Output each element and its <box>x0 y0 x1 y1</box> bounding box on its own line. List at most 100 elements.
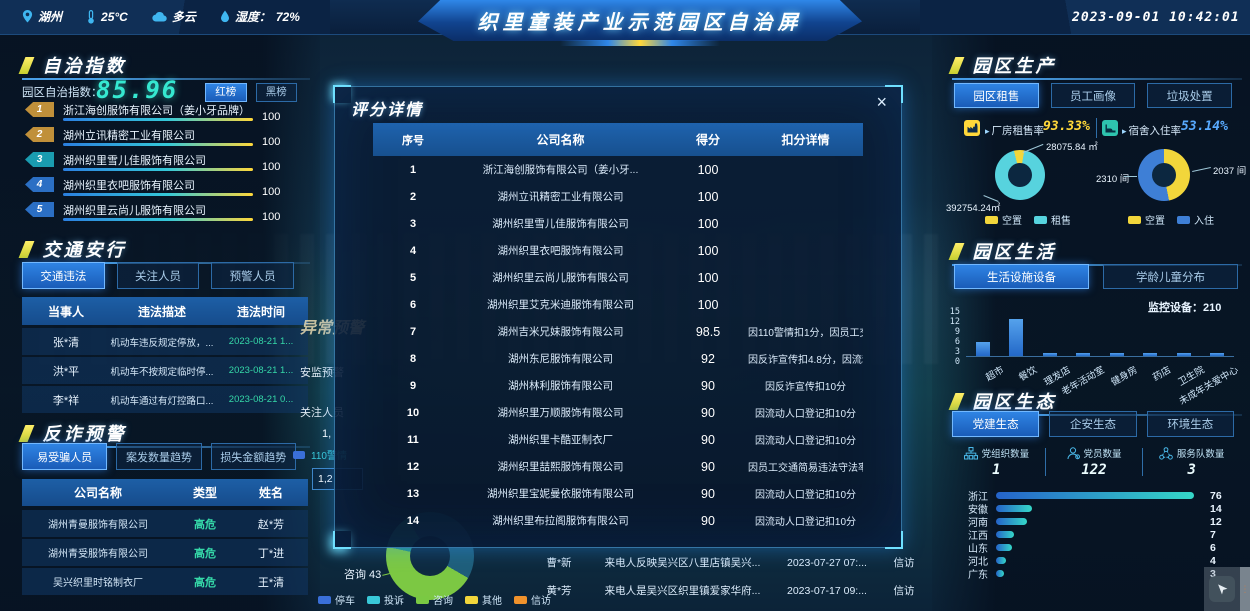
factory-icon <box>964 120 980 136</box>
fraud-row[interactable]: 湖州青曼服饰有限公司 高危 赵*芳 <box>22 510 308 537</box>
row-index: 2 <box>409 190 417 203</box>
traffic-tab[interactable]: 关注人员 <box>116 262 200 289</box>
section-production: 园区生产 <box>948 52 1242 80</box>
traffic-tab[interactable]: 交通违法 <box>22 262 105 289</box>
ecology-tab[interactable]: 企安生态 <box>1049 411 1137 437</box>
legend-item: 咨询 <box>416 592 453 607</box>
legend-label: 其他 <box>482 596 502 607</box>
close-icon[interactable]: × <box>876 92 887 112</box>
fraud-tab[interactable]: 案发数量趋势 <box>116 443 202 470</box>
person-name: 洪*平 <box>52 365 80 378</box>
ecology-tab[interactable]: 环境生态 <box>1146 411 1234 437</box>
ranking-list-item[interactable]: 5 湖州织里云尚儿服饰有限公司 100 <box>22 202 312 226</box>
traffic-tabs: 交通违法 关注人员 预警人员 <box>22 262 295 289</box>
location-pin-icon <box>22 10 33 23</box>
score-row: 8 湖州东尼服饰有限公司 92 因反诈宣传扣4.8分，因流动人口... <box>373 345 863 372</box>
production-tab[interactable]: 园区租售 <box>954 83 1039 108</box>
row-score: 90 <box>701 486 715 501</box>
living-chart-yaxis: 15 12 9 6 3 0 <box>946 307 960 367</box>
row-score: 92 <box>701 351 715 366</box>
legend-label: 入住 <box>1194 216 1214 227</box>
fraud-row[interactable]: 吴兴织里时铭制衣厂 高危 王*清 <box>22 568 308 595</box>
legend-item: 空置 <box>985 212 1022 227</box>
factory-rate-value: 93.33% <box>1043 119 1090 134</box>
x-label-cell: 超市 <box>967 362 1006 384</box>
callout-line <box>1124 176 1137 177</box>
fraud-tab[interactable]: 损失金额趋势 <box>210 443 296 470</box>
factory-rate-label: ▸ 厂房租售率 <box>985 125 1045 137</box>
call-time: 2023-07-27 07:... <box>787 556 867 569</box>
petition-row[interactable]: 曹*新 来电人反映吴兴区八里店镇吴兴... 2023-07-27 07:... … <box>528 550 933 575</box>
province-label: 山东 <box>968 544 988 555</box>
humidity-item: 湿度： 72% <box>220 8 300 25</box>
traffic-row[interactable]: 洪*平 机动车不按规定临时停... 2023-08-21 1... <box>22 357 308 384</box>
section-title-fraud: 反诈预警 <box>42 424 127 444</box>
row-deduction: 因流动人口登记扣10分 <box>754 436 857 447</box>
dorm-rate-label: ▸ 宿舍入住率 <box>1122 125 1182 137</box>
section-ecology: 园区生态 <box>948 388 1242 416</box>
section-fraud: 反诈预警 <box>18 420 310 448</box>
province-bar-row: 浙江 76 <box>952 489 1244 504</box>
legend-swatch <box>514 595 527 604</box>
traffic-table-header: 当事人 违法描述 违法时间 <box>22 297 308 325</box>
list-toggle-button[interactable]: 红榜 <box>205 83 247 102</box>
section-living: 园区生活 <box>948 238 1242 266</box>
traffic-tab[interactable]: 预警人员 <box>211 262 295 289</box>
province-bar-row: 河北 4 <box>952 554 1244 569</box>
score-bar <box>63 168 253 171</box>
risk-type: 高危 <box>194 518 216 531</box>
traffic-row[interactable]: 李*祥 机动车通过有灯控路口... 2023-08-21 0... <box>22 386 308 413</box>
legend-label: 空置 <box>1002 216 1022 227</box>
violation-desc: 机动车违反规定停放，... <box>110 337 214 349</box>
score-row: 14 湖州织里布拉阁服饰有限公司 90 因流动人口登记扣10分 <box>373 507 863 534</box>
row-score: 100 <box>697 297 719 312</box>
y-tick: 12 <box>949 317 960 327</box>
dorm-donut-chart <box>1138 149 1190 201</box>
ecology-tab[interactable]: 党建生态 <box>952 411 1040 437</box>
traffic-row[interactable]: 张*清 机动车违反规定停放，... 2023-08-21 1... <box>22 328 308 355</box>
province-label: 江西 <box>968 531 988 542</box>
fraud-row[interactable]: 湖州青受服饰有限公司 高危 丁*进 <box>22 539 308 566</box>
ranking-list-item[interactable]: 1 浙江海创服饰有限公司（姜小牙品牌） 100 <box>22 102 312 126</box>
col-violation-time: 违法时间 <box>236 304 285 319</box>
living-tab[interactable]: 生活设施设备 <box>954 264 1089 289</box>
score-detail-modal: 评分详情 × 序号 公司名称 得分 扣分详情 1 浙江海创服饰有限公司（姜小牙.… <box>333 85 903 549</box>
province-label: 河北 <box>968 557 988 568</box>
production-tab[interactable]: 垃圾处置 <box>1147 83 1233 108</box>
cursor-control-button[interactable] <box>1209 576 1235 602</box>
production-tab[interactable]: 员工画像 <box>1050 83 1136 108</box>
province-label: 浙江 <box>968 492 988 503</box>
weather-strip: 湖州 25°C 多云 湿度： 72% <box>22 8 300 25</box>
score-value: 100 <box>262 136 281 148</box>
donut-callout-label: 咨询 43 <box>344 569 382 581</box>
legend-label: 停车 <box>335 596 355 607</box>
ranking-list-item[interactable]: 3 湖州织里雪儿佳服饰有限公司 100 <box>22 152 312 176</box>
caller-name: 曹*新 <box>546 557 572 569</box>
row-company: 浙江海创服饰有限公司（姜小牙... <box>482 164 639 176</box>
rank-badge: 3 <box>25 152 54 167</box>
facility-bar <box>1176 353 1191 356</box>
living-tab[interactable]: 学龄儿童分布 <box>1103 264 1238 289</box>
violation-desc: 机动车通过有灯控路口... <box>110 395 214 407</box>
fraud-table: 湖州青曼服饰有限公司 高危 赵*芳 湖州青受服饰有限公司 高危 丁*进 吴兴织里… <box>22 510 308 597</box>
ranking-list-item[interactable]: 4 湖州织里衣吧服饰有限公司 100 <box>22 177 312 201</box>
ranking-list-item[interactable]: 2 湖州立讯精密工业有限公司 100 <box>22 127 312 151</box>
page-title: 织里童装产业示范园区自治屏 <box>477 12 803 34</box>
petition-call-list: 曹*新 来电人反映吴兴区八里店镇吴兴... 2023-07-27 07:... … <box>528 550 933 606</box>
row-company: 湖州织里卡酷亚制衣厂 <box>508 434 613 446</box>
org-chart-icon <box>963 446 978 460</box>
row-index: 13 <box>406 487 420 500</box>
modal-title: 评分详情 <box>351 102 424 119</box>
service-team-stat: 服务队数量 3 <box>1143 446 1240 478</box>
fraud-tab[interactable]: 易受骗人员 <box>22 443 108 470</box>
petition-row[interactable]: 黄*芳 来电人是吴兴区织里镇爱家华府... 2023-07-17 09:... … <box>528 578 933 603</box>
row-score: 90 <box>701 459 715 474</box>
score-row: 3 湖州织里雪儿佳服饰有限公司 100 <box>373 210 863 237</box>
row-company: 湖州织里衣吧服饰有限公司 <box>497 245 624 257</box>
list-toggle-button[interactable]: 黑榜 <box>255 83 297 102</box>
fraud-person: 丁*进 <box>257 547 285 560</box>
more-options-icon[interactable]: ⋮ <box>1240 567 1250 611</box>
row-company: 湖州织里喆熙服饰有限公司 <box>497 461 624 473</box>
humidity-label: 湿度： <box>234 10 271 24</box>
factory-donut-legend: 空置 租售 <box>985 212 1071 227</box>
